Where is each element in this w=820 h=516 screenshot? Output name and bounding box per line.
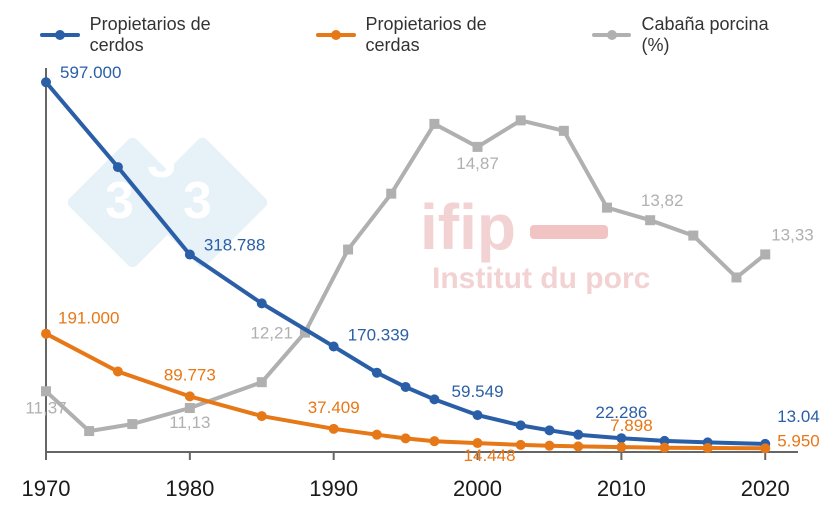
chart-container: 3 3 3 ifip Institut du porc Propietarios… — [0, 0, 820, 516]
legend-label: Propietarios de cerdos — [90, 14, 268, 56]
legend: Propietarios de cerdos Propietarios de ce… — [40, 14, 800, 56]
marker — [544, 441, 554, 451]
value-label: 37.409 — [308, 398, 360, 417]
value-label: 318.788 — [204, 236, 265, 255]
marker — [429, 119, 439, 129]
value-label: 597.000 — [60, 63, 121, 82]
marker — [41, 386, 51, 396]
value-label: 12,21 — [250, 324, 293, 343]
value-label: 170.339 — [348, 325, 409, 344]
x-tick-label: 2020 — [741, 476, 790, 502]
x-axis-labels: 197019801990200020102020 — [40, 476, 800, 506]
legend-item: Propietarios de cerdos — [40, 14, 268, 56]
marker — [573, 430, 583, 440]
marker — [257, 298, 267, 308]
marker — [41, 329, 51, 339]
value-label: 14.448 — [464, 446, 516, 465]
marker — [516, 115, 526, 125]
marker — [329, 424, 339, 434]
marker — [372, 430, 382, 440]
marker — [185, 250, 195, 260]
marker — [386, 189, 396, 199]
marker — [703, 443, 713, 453]
marker — [429, 394, 439, 404]
marker — [257, 411, 267, 421]
marker — [257, 377, 267, 387]
plot-svg: 11,3711,1312,2114,8713,8213,33597.000318… — [40, 60, 800, 466]
marker — [573, 441, 583, 451]
marker — [185, 403, 195, 413]
marker — [329, 341, 339, 351]
x-tick-label: 1970 — [22, 476, 71, 502]
marker — [372, 368, 382, 378]
legend-label: Propietarios de cerdas — [366, 14, 544, 56]
marker — [41, 77, 51, 87]
marker — [473, 142, 483, 152]
value-label: 191.000 — [58, 309, 119, 328]
marker — [559, 126, 569, 136]
marker — [516, 440, 526, 450]
value-label: 13,33 — [771, 225, 814, 244]
x-tick-label: 1990 — [309, 476, 358, 502]
marker — [185, 391, 195, 401]
value-label: 13,82 — [641, 191, 684, 210]
value-label: 13.048 — [777, 407, 820, 426]
value-label: 11,37 — [25, 398, 66, 417]
legend-item: Cabaña porcina (%) — [592, 14, 800, 56]
value-label: 7.898 — [610, 416, 653, 435]
marker — [760, 249, 770, 259]
value-label: 59.549 — [452, 382, 504, 401]
legend-item: Propietarios de cerdas — [316, 14, 544, 56]
value-label: 11,13 — [169, 413, 210, 432]
marker — [731, 272, 741, 282]
value-label: 89.773 — [164, 365, 216, 384]
marker — [401, 433, 411, 443]
x-tick-label: 2000 — [453, 476, 502, 502]
marker — [473, 410, 483, 420]
marker — [429, 436, 439, 446]
marker — [760, 443, 770, 453]
x-tick-label: 2010 — [597, 476, 646, 502]
legend-label: Cabaña porcina (%) — [641, 14, 800, 56]
marker — [343, 245, 353, 255]
plot-area: 11,3711,1312,2114,8713,8213,33597.000318… — [40, 60, 800, 466]
marker — [84, 426, 94, 436]
marker — [516, 420, 526, 430]
marker — [127, 419, 137, 429]
x-tick-label: 1980 — [165, 476, 214, 502]
marker — [660, 443, 670, 453]
marker — [113, 366, 123, 376]
marker — [616, 442, 626, 452]
marker — [113, 162, 123, 172]
marker — [645, 215, 655, 225]
marker — [544, 425, 554, 435]
marker — [602, 203, 612, 213]
value-label: 5.950 — [777, 431, 820, 450]
marker — [688, 231, 698, 241]
value-label: 14,87 — [456, 154, 499, 173]
marker — [401, 382, 411, 392]
